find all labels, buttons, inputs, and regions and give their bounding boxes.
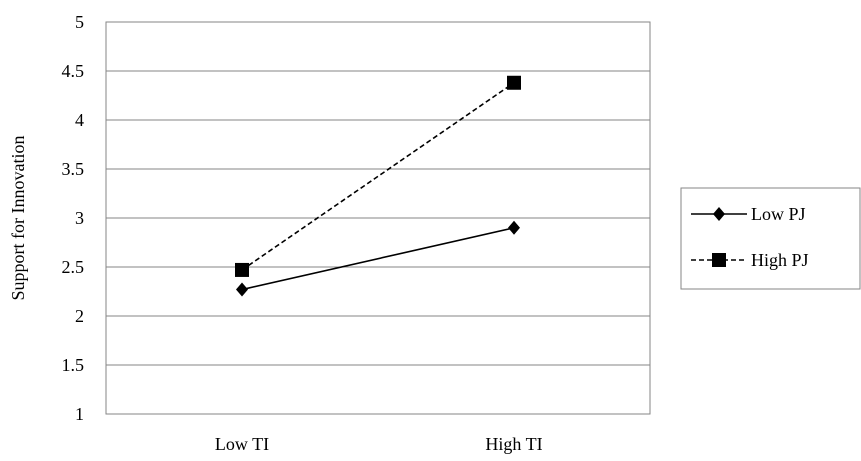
data-point-low-pj bbox=[236, 282, 248, 297]
series-low-pj bbox=[236, 220, 520, 297]
series-line-low-pj bbox=[241, 227, 515, 291]
legend-marker-low-pj bbox=[713, 207, 725, 221]
y-tick-label: 2.5 bbox=[62, 257, 85, 277]
x-axis-tick-labels: Low TI High TI bbox=[215, 434, 543, 454]
y-tick-label: 3.5 bbox=[62, 159, 85, 179]
legend: Low PJ High PJ bbox=[680, 187, 861, 290]
legend-item-low-pj: Low PJ bbox=[691, 204, 806, 224]
x-tick-label: Low TI bbox=[215, 434, 269, 454]
legend-box bbox=[680, 187, 861, 290]
y-axis-title: Support for Innovation bbox=[8, 136, 28, 301]
y-tick-label: 4.5 bbox=[62, 61, 85, 81]
y-tick-label: 3 bbox=[75, 208, 84, 228]
legend-label-high-pj: High PJ bbox=[751, 250, 809, 270]
series-line-high-pj bbox=[241, 82, 515, 271]
y-tick-label: 2 bbox=[75, 306, 84, 326]
y-tick-label: 5 bbox=[75, 12, 84, 32]
legend-item-high-pj: High PJ bbox=[691, 250, 809, 270]
series-high-pj bbox=[235, 75, 521, 277]
y-tick-label: 1.5 bbox=[62, 355, 85, 375]
y-tick-label: 1 bbox=[75, 404, 84, 424]
legend-label-low-pj: Low PJ bbox=[751, 204, 806, 224]
gridlines bbox=[106, 70, 650, 366]
series-layer bbox=[235, 75, 521, 297]
data-point-high-pj bbox=[507, 75, 521, 90]
y-tick-label: 4 bbox=[75, 110, 84, 130]
data-point-low-pj bbox=[508, 220, 520, 235]
data-point-high-pj bbox=[235, 262, 249, 277]
y-axis-tick-labels: 1 1.5 2 2.5 3 3.5 4 4.5 5 bbox=[62, 12, 85, 424]
legend-marker-high-pj bbox=[712, 253, 726, 267]
x-tick-label: High TI bbox=[485, 434, 542, 454]
